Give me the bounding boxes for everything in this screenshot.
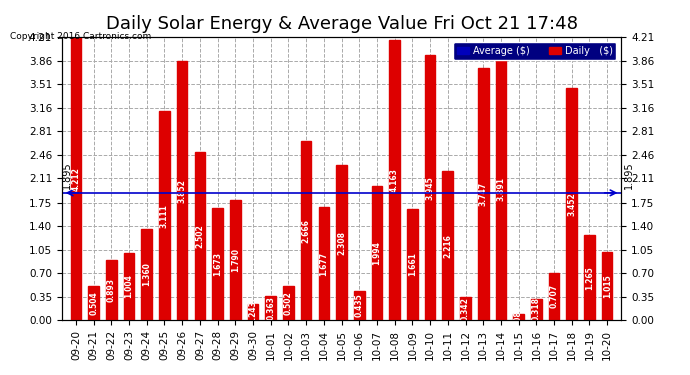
Bar [354,291,364,320]
Bar [513,315,524,320]
Bar [70,37,81,320]
Bar [266,296,276,320]
Text: 1.265: 1.265 [585,266,594,290]
Bar [478,68,489,320]
Text: 0.435: 0.435 [355,294,364,317]
Bar [549,273,560,320]
Bar [301,141,311,320]
Text: 3.852: 3.852 [178,179,187,203]
Bar [213,208,223,320]
Title: Daily Solar Energy & Average Value Fri Oct 21 17:48: Daily Solar Energy & Average Value Fri O… [106,15,578,33]
Bar [389,40,400,320]
Text: 0.504: 0.504 [89,291,98,315]
Bar [124,253,135,320]
Text: Copyright 2016 Cartronics.com: Copyright 2016 Cartronics.com [10,32,152,41]
Bar [425,55,435,320]
Text: 0.502: 0.502 [284,291,293,315]
Text: 0.318: 0.318 [532,297,541,321]
Text: 2.308: 2.308 [337,231,346,255]
Text: 4.163: 4.163 [390,168,400,192]
Text: 4.212: 4.212 [72,167,81,190]
Bar [159,111,170,320]
Legend: Average ($), Daily   ($): Average ($), Daily ($) [453,42,616,60]
Text: 1.360: 1.360 [142,262,151,286]
Bar [602,252,613,320]
Bar [283,286,294,320]
Text: 1.994: 1.994 [373,241,382,265]
Bar [336,165,347,320]
Text: 0.893: 0.893 [107,278,116,302]
Text: 1.004: 1.004 [125,274,134,298]
Bar [495,59,506,320]
Text: 2.502: 2.502 [195,224,204,248]
Bar [584,235,595,320]
Text: 0.085: 0.085 [514,305,523,329]
Bar [531,299,542,320]
Bar [248,304,258,320]
Bar [460,297,471,320]
Bar [177,62,188,320]
Bar [141,229,152,320]
Bar [372,186,382,320]
Bar [106,260,117,320]
Bar [195,152,205,320]
Bar [566,88,577,320]
Text: 1.015: 1.015 [602,274,611,298]
Text: 1.677: 1.677 [319,252,328,276]
Text: 3.111: 3.111 [160,204,169,228]
Text: 1.895: 1.895 [624,162,634,189]
Bar [88,286,99,320]
Text: 3.891: 3.891 [496,177,505,201]
Text: 3.747: 3.747 [479,182,488,206]
Text: 2.216: 2.216 [443,234,452,258]
Text: 0.363: 0.363 [266,296,275,320]
Bar [230,200,241,320]
Bar [442,171,453,320]
Text: 2.666: 2.666 [302,219,310,243]
Text: 1.895: 1.895 [62,162,72,189]
Bar [407,209,417,320]
Text: 1.673: 1.673 [213,252,222,276]
Text: 0.707: 0.707 [549,284,558,309]
Text: 3.452: 3.452 [567,192,576,216]
Text: 1.790: 1.790 [231,248,240,272]
Text: 0.243: 0.243 [248,300,257,324]
Bar [319,207,329,320]
Text: 1.661: 1.661 [408,252,417,276]
Text: 0.342: 0.342 [461,297,470,321]
Text: 3.945: 3.945 [426,176,435,200]
